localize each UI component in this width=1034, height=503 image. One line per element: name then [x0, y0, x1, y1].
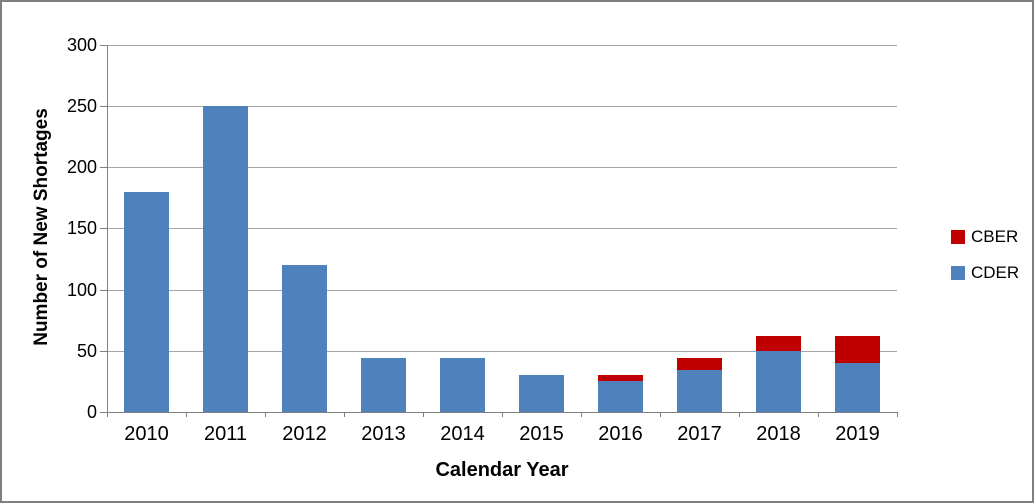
y-axis-line: [107, 45, 108, 413]
y-tick-200: [100, 167, 107, 168]
bar-2015-cder: [519, 375, 564, 412]
x-tick-5: [502, 412, 503, 417]
x-tick-6: [581, 412, 582, 417]
x-tick-10: [897, 412, 898, 417]
y-tick-0: [100, 412, 107, 413]
legend: CBER CDER: [951, 227, 1020, 302]
y-tick-100: [100, 290, 107, 291]
y-tick-300: [100, 45, 107, 46]
y-tick-50: [100, 351, 107, 352]
bar-2018-cder: [756, 351, 801, 412]
y-tick-150: [100, 228, 107, 229]
y-tick-label-0: 0: [86, 402, 97, 422]
y-tick-label-200: 200: [66, 157, 97, 177]
x-tick-label-2014: 2014: [440, 423, 485, 445]
bar-2016-cder: [598, 381, 643, 412]
x-tick-label-2015: 2015: [519, 423, 564, 445]
y-tick-250: [100, 106, 107, 107]
gridline-100: [107, 290, 897, 291]
cder-swatch-icon: [951, 266, 965, 280]
x-axis-title: Calendar Year: [435, 459, 569, 481]
legend-item-cber: CBER: [951, 227, 1019, 246]
x-tick-label-2016: 2016: [598, 423, 643, 445]
x-tick-3: [344, 412, 345, 417]
legend-label-cder: CDER: [971, 263, 1020, 282]
x-tick-label-2017: 2017: [677, 423, 722, 445]
bar-2018-cber: [756, 336, 801, 351]
x-tick-label-2013: 2013: [361, 423, 406, 445]
bar-2019-cder: [835, 363, 880, 412]
bar-2010-cder: [124, 192, 169, 412]
x-tick-label-2018: 2018: [756, 423, 801, 445]
y-tick-label-250: 250: [66, 96, 97, 116]
y-tick-label-100: 100: [66, 280, 97, 300]
x-tick-label-2010: 2010: [124, 423, 169, 445]
x-tick-8: [739, 412, 740, 417]
y-tick-label-300: 300: [66, 35, 97, 55]
cber-swatch-icon: [951, 230, 965, 244]
bar-2017-cder: [677, 370, 722, 412]
bar-2017-cber: [677, 358, 722, 370]
bar-2016-cber: [598, 375, 643, 381]
y-tick-label-50: 50: [76, 341, 97, 361]
x-tick-label-2019: 2019: [835, 423, 880, 445]
gridline-50: [107, 351, 897, 352]
gridline-250: [107, 106, 897, 107]
bar-2019-cber: [835, 336, 880, 363]
x-tick-label-2011: 2011: [203, 423, 247, 445]
x-tick-7: [660, 412, 661, 417]
gridline-150: [107, 228, 897, 229]
x-tick-4: [423, 412, 424, 417]
bar-2014-cder: [440, 358, 485, 412]
bar-2011-cder: [203, 106, 248, 412]
x-tick-2: [265, 412, 266, 417]
bar-2013-cder: [361, 358, 406, 412]
y-tick-label-150: 150: [66, 218, 97, 238]
x-tick-label-2012: 2012: [282, 423, 327, 445]
plot-area: [107, 45, 897, 413]
legend-label-cber: CBER: [971, 227, 1019, 246]
gridline-200: [107, 167, 897, 168]
x-tick-0: [107, 412, 108, 417]
gridline-300: [107, 45, 897, 46]
legend-item-cder: CDER: [951, 263, 1020, 282]
x-tick-1: [186, 412, 187, 417]
x-tick-9: [818, 412, 819, 417]
bar-2012-cder: [282, 265, 327, 412]
